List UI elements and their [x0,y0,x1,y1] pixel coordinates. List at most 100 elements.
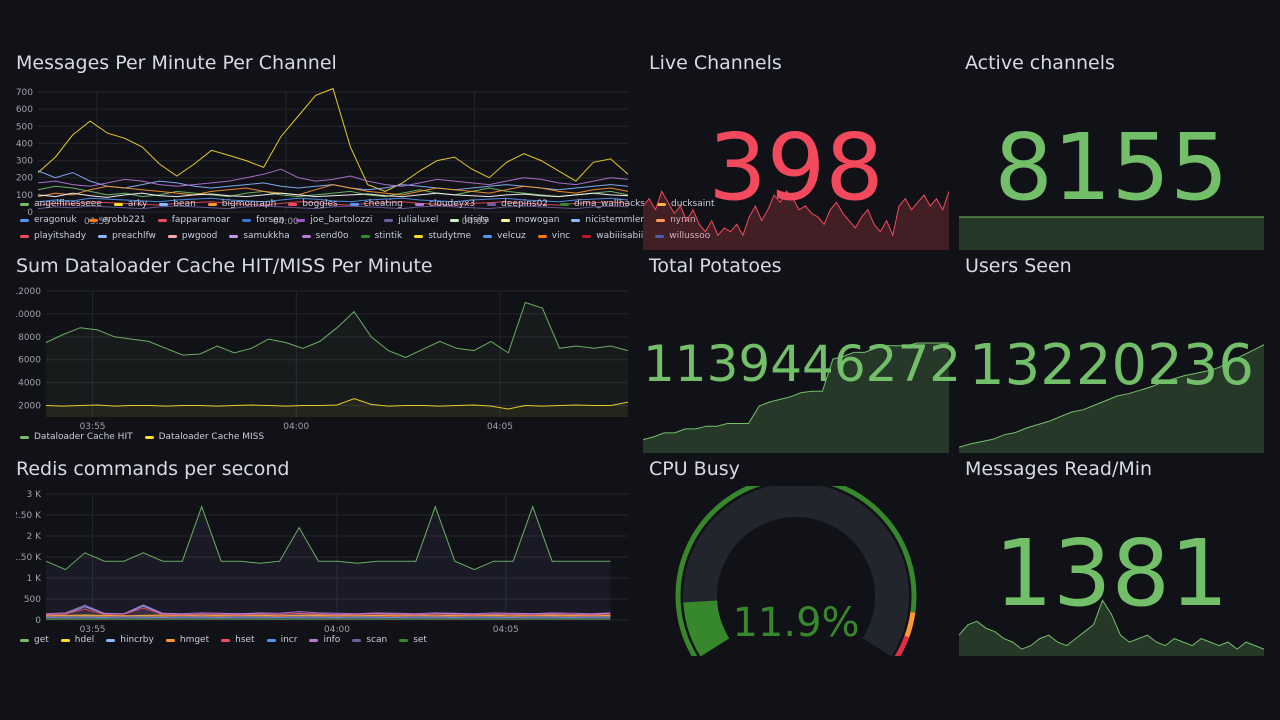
series-line-studytme[interactable] [37,192,629,198]
y-tick-label: 600 [16,105,33,115]
legend-item-mowogan[interactable]: mowogan [501,215,559,225]
legend-item-hmget[interactable]: hmget [165,635,209,645]
legend-item-dataloader-cache-hit[interactable]: Dataloader Cache HIT [20,432,133,442]
legend-item-joe_bartolozzi[interactable]: joe_bartolozzi [296,215,372,225]
y-tick-label: 700 [16,88,33,98]
legend-item-info[interactable]: info [309,635,340,645]
legend-item-playitshady[interactable]: playitshady [20,231,86,241]
sparkline-area [643,191,949,250]
panel-title: CPU Busy [649,458,740,480]
legend-item-get[interactable]: get [20,635,49,645]
y-tick-label: 1 K [27,574,43,584]
legend-swatch [165,638,175,642]
legend-item-cheating[interactable]: cheating [349,199,403,209]
series-line-angelfinesseee[interactable] [37,185,629,198]
y-tick-label: 2.50 K [16,511,42,521]
legend-swatch [229,234,239,238]
legend-label: arky [127,199,148,209]
legend-item-send0o[interactable]: send0o [301,231,349,241]
sparkline-area [643,343,949,453]
legend-item-forsen[interactable]: forsen [242,215,284,225]
legend-item-boggles[interactable]: boggles [288,199,338,209]
legend-item-willussoo[interactable]: willussoo [655,231,710,241]
series-line-deepins02[interactable] [37,205,629,210]
gauge-threshold-red [894,635,910,656]
legend-item-dataloader-cache-miss[interactable]: Dataloader Cache MISS [144,432,264,442]
legend-label: nicistemmler [585,215,645,225]
legend-item-preachlfw[interactable]: preachlfw [98,231,156,241]
series-line-boggles[interactable] [37,201,629,206]
legend-swatch [414,234,424,238]
x-tick-label: 03:55 [80,422,106,431]
legend-item-bigmonraph[interactable]: bigmonraph [207,199,276,209]
legend-item-dima_wallhacks[interactable]: dima_wallhacks [560,199,645,209]
legend-item-erobb221[interactable]: erobb221 [88,215,146,225]
series-area-info [46,604,611,620]
legend-item-velcuz[interactable]: velcuz [483,231,526,241]
legend-item-arky[interactable]: arky [113,199,148,209]
y-tick-label: 500 [16,122,33,132]
active-channels-panel: Active channels 8155 [959,52,1264,250]
legend-item-wabiiisabii[interactable]: wabiiisabii [582,231,643,241]
legend-item-nymn[interactable]: nymn [656,215,696,225]
x-tick-label: 04:05 [487,422,513,431]
legend-item-stintik[interactable]: stintik [360,231,402,241]
legend-item-deepins02[interactable]: deepins02 [487,199,548,209]
legend-item-cloudeyx3[interactable]: cloudeyx3 [414,199,475,209]
legend-item-ducksaint[interactable]: ducksaint [656,199,715,209]
legend-item-studytme[interactable]: studytme [414,231,471,241]
sparkline-line [643,342,949,441]
legend-item-julialuxel[interactable]: julialuxel [384,215,438,225]
panel-title: Live Channels [649,52,782,74]
legend-label: get [34,635,49,645]
legend-item-scan[interactable]: scan [352,635,387,645]
legend-item-samukkha[interactable]: samukkha [229,231,290,241]
legend-item-lrisita[interactable]: lrisita [450,215,489,225]
y-tick-label: 10000 [16,310,41,320]
series-line-info[interactable] [45,604,611,615]
dataloader-legend: Dataloader Cache HIT Dataloader Cache MIS… [20,429,264,445]
series-line-bean[interactable] [37,170,629,191]
messages-per-minute-chart[interactable]: 0 100 200 300 400 500 600 700 03:55 04:00 04:05 [16,86,632,226]
legend-label: bean [173,199,196,209]
legend-label: studytme [428,231,472,241]
series-line-arky[interactable] [37,87,629,192]
legend-item-bean[interactable]: bean [159,199,196,209]
legend-item-incr[interactable]: incr [266,635,297,645]
total-potatoes-value: 1139446272 [643,335,962,393]
legend-item-vinc[interactable]: vinc [537,231,571,241]
legend-label: pwgood [181,231,218,241]
legend-item-hdel[interactable]: hdel [60,635,94,645]
legend-item-eragonuk[interactable]: eragonuk [20,215,77,225]
users-seen-sparkline [959,344,1264,453]
series-line-dataloader-cache-miss[interactable] [45,398,629,410]
y-tick-label: 3 K [27,490,43,500]
series-line-bigmonraph[interactable] [37,184,629,198]
series-line-hset[interactable] [45,607,611,616]
series-line-cloudeyx3[interactable] [37,168,629,187]
series-line-dataloader-cache-hit[interactable] [45,301,629,358]
legend-label: forsen [256,215,285,225]
legend-item-set[interactable]: set [399,635,427,645]
series-line-get[interactable] [45,505,611,571]
panel-title: Messages Per Minute Per Channel [16,52,337,74]
legend-swatch [571,218,581,222]
y-tick-label: 300 [16,157,33,167]
y-tick-label: 4000 [18,379,41,389]
legend-item-angelfinesseee[interactable]: angelfinesseee [20,199,102,209]
redis-chart[interactable]: 0 500 1 K 1.50 K 2 K 2.50 K 3 K 03:55 04:00 04:05 [16,488,632,634]
legend-row: playitshady preachlfw pwgood samukkha send0o… [20,228,715,244]
legend-item-hset[interactable]: hset [221,635,255,645]
legend-swatch [242,218,252,222]
legend-label: vinc [551,231,571,241]
legend-item-hincrby[interactable]: hincrby [106,635,154,645]
dataloader-chart[interactable]: 2000 4000 6000 8000 10000 12000 03:55 04:00 04:0… [16,285,632,431]
legend-item-pwgood[interactable]: pwgood [167,231,218,241]
legend-label: velcuz [497,231,526,241]
legend-row: angelfinesseee arky bean bigmonraph boggles c… [20,196,715,212]
y-tick-label: 400 [16,139,33,149]
live-channels-sparkline [643,190,949,250]
legend-item-fapparamoar[interactable]: fapparamoar [157,215,230,225]
series-line-cheating[interactable] [37,197,629,203]
legend-item-nicistemmler[interactable]: nicistemmler [571,215,644,225]
